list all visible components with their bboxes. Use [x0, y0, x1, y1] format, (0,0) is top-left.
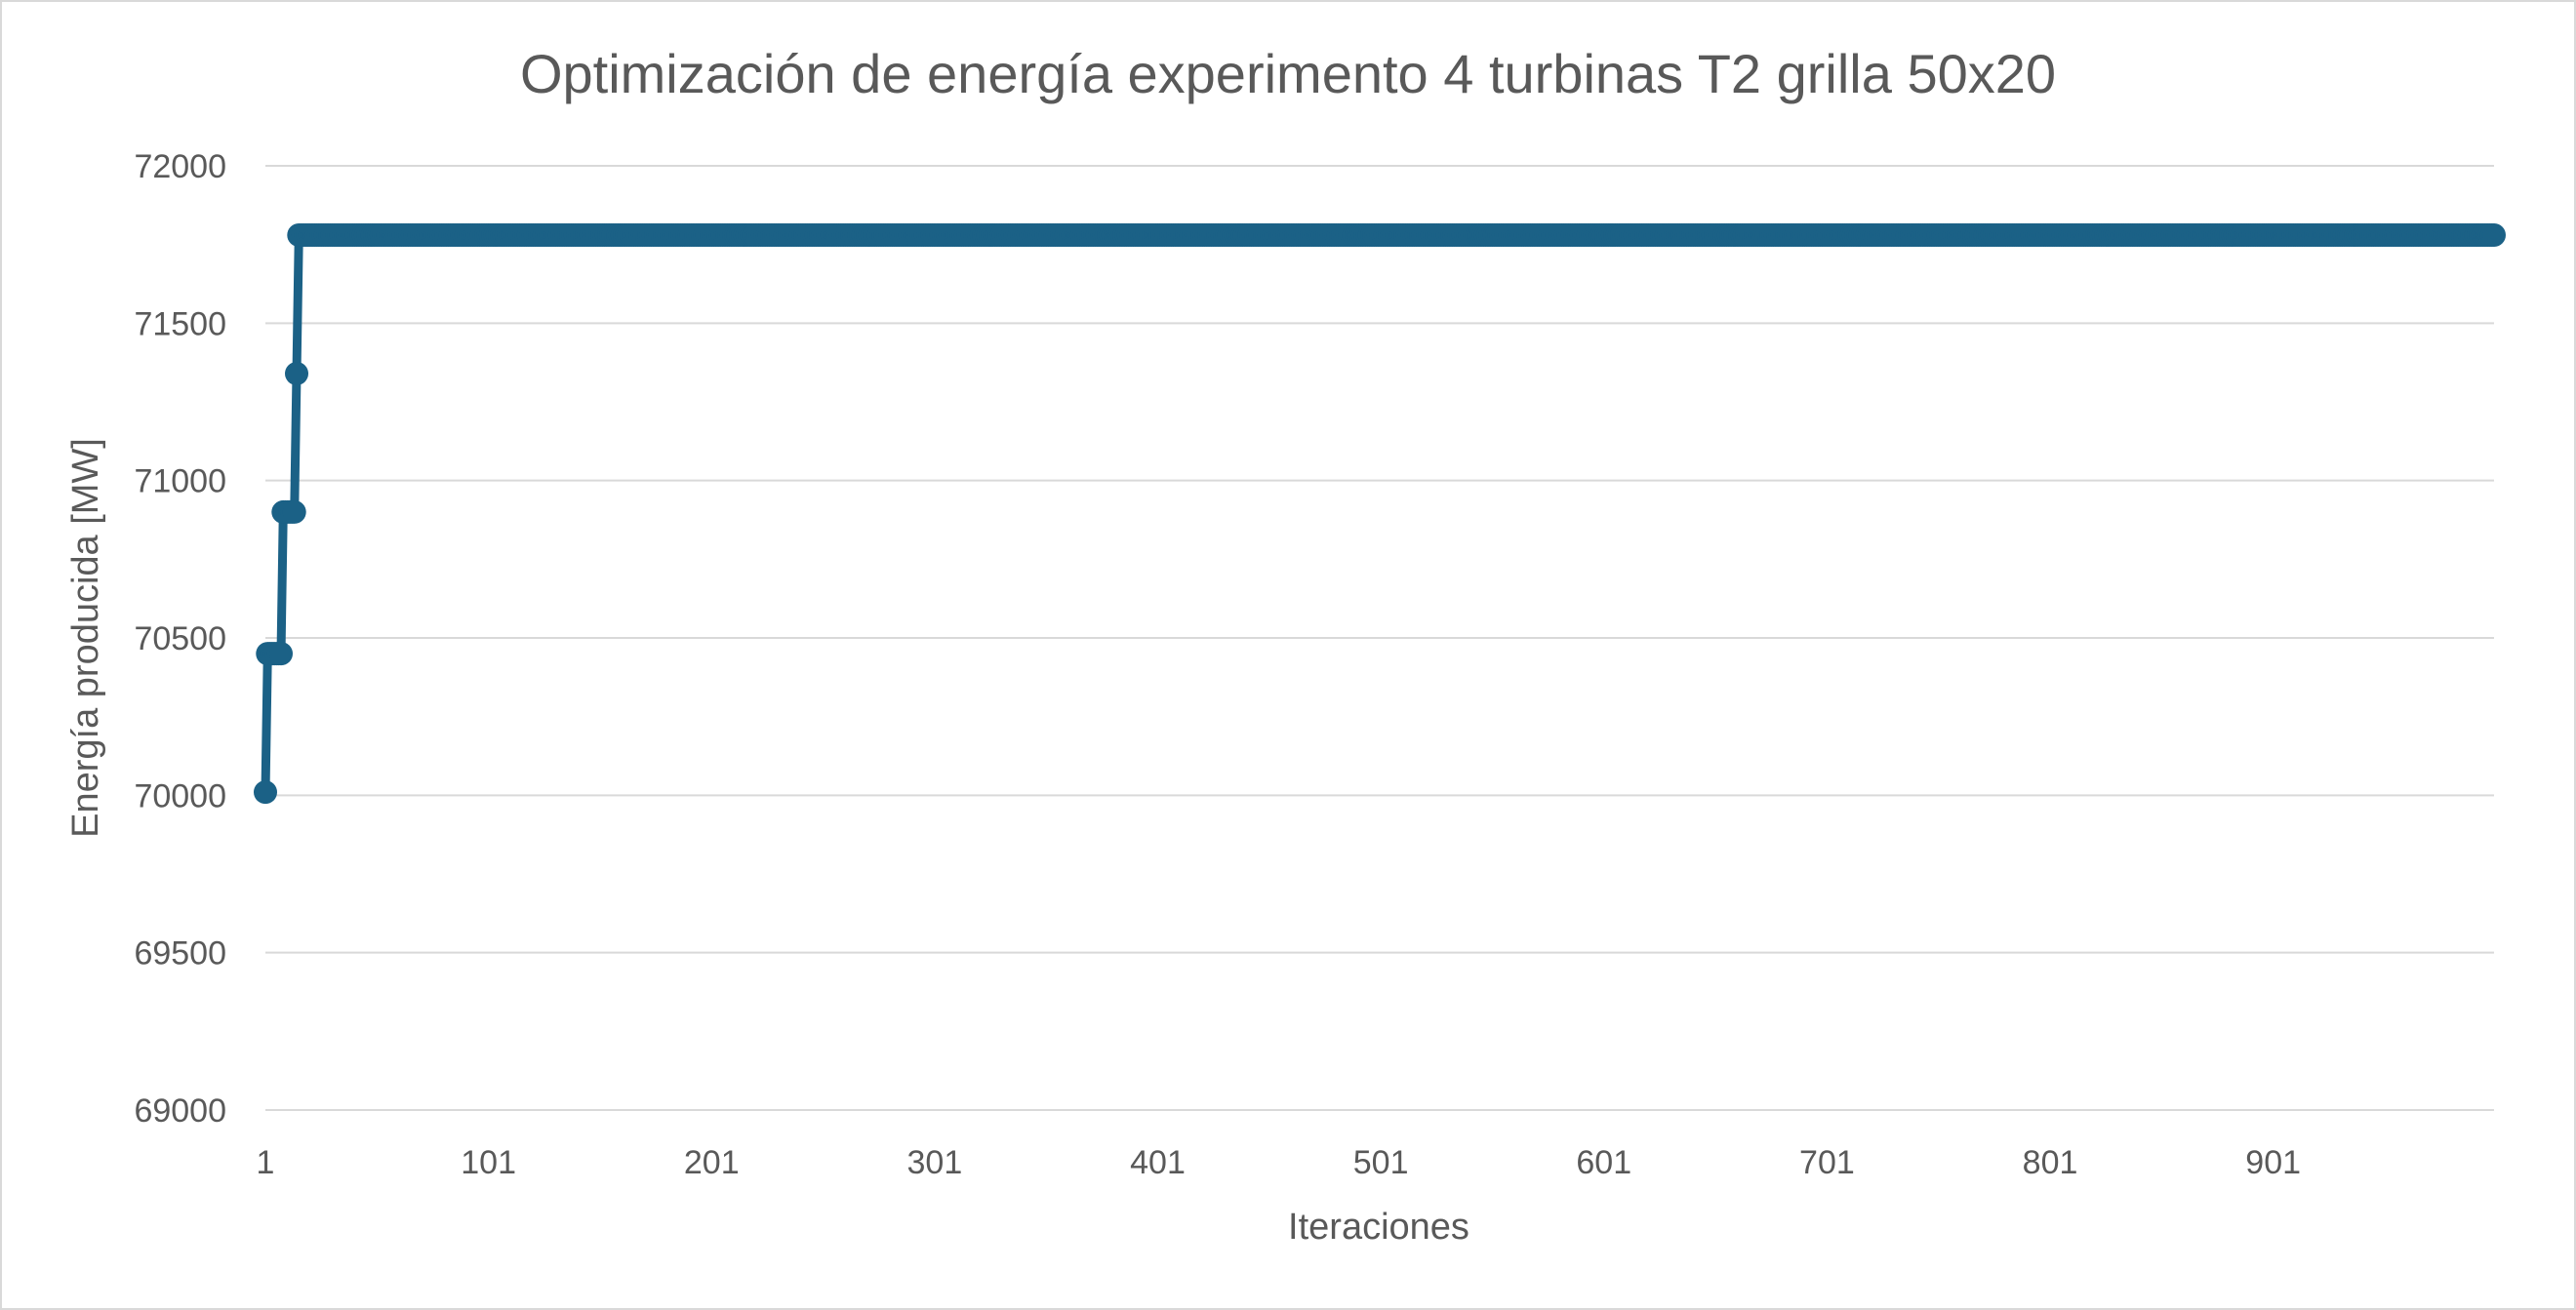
x-tick-labels: 1 101 201 301 401 501 601 701 801 901: [257, 1144, 2301, 1181]
data-point: [282, 499, 306, 524]
x-tick-label: 601: [1576, 1144, 1631, 1181]
x-tick-label: 301: [907, 1144, 963, 1181]
y-tick-label: 69000: [134, 1092, 226, 1130]
y-tick-label: 70000: [134, 777, 226, 814]
gridlines: [265, 165, 2494, 1111]
x-tick-label: 401: [1130, 1144, 1186, 1181]
x-tick-label: 101: [461, 1144, 516, 1181]
y-tick-label: 71500: [134, 305, 226, 342]
data-point: [254, 780, 277, 805]
data-point: [2482, 222, 2506, 247]
y-tick-label: 69500: [134, 935, 226, 973]
data-point: [285, 361, 309, 385]
y-tick-labels: 69000 69500 70000 70500 71000 71500 72000: [134, 148, 226, 1130]
x-tick-label: 1: [257, 1144, 275, 1181]
x-tick-label: 901: [2245, 1144, 2301, 1181]
x-tick-label: 201: [684, 1144, 740, 1181]
x-axis-title: Iteraciones: [1288, 1207, 1469, 1248]
x-tick-label: 501: [1353, 1144, 1409, 1181]
y-tick-label: 71000: [134, 463, 226, 500]
data-point: [269, 642, 294, 666]
series-line: [261, 230, 2499, 797]
x-tick-label: 701: [1799, 1144, 1855, 1181]
chart-title: Optimización de energía experimento 4 tu…: [520, 43, 2056, 104]
y-axis-title: Energía producida [MW]: [65, 438, 106, 838]
x-tick-label: 801: [2023, 1144, 2078, 1181]
series: [254, 222, 2506, 805]
y-tick-label: 72000: [134, 148, 226, 185]
y-tick-label: 70500: [134, 620, 226, 657]
